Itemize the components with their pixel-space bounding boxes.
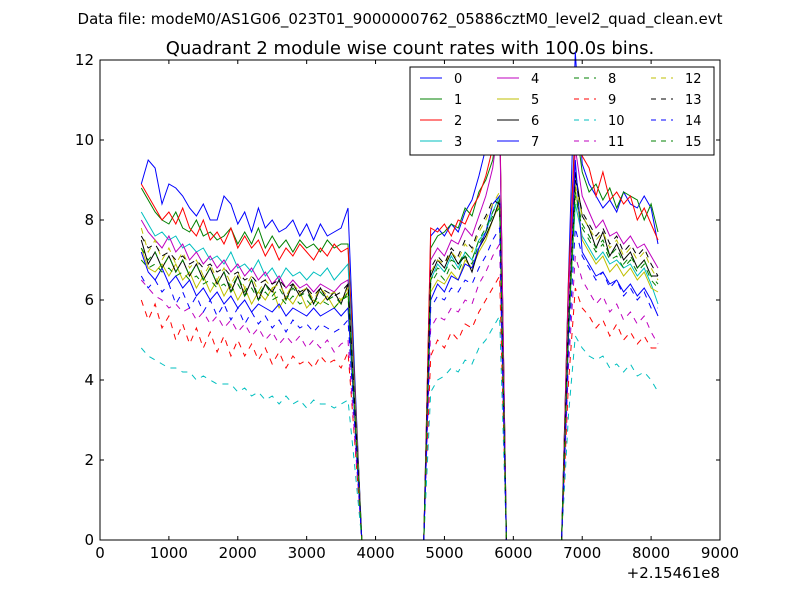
y-tick-label: 0 <box>84 531 94 549</box>
legend-label-13: 13 <box>685 93 702 108</box>
x-tick-label: 6000 <box>494 544 532 562</box>
legend-label-5: 5 <box>531 93 539 108</box>
legend-label-2: 2 <box>454 114 462 129</box>
legend-frame <box>409 66 715 156</box>
chart-title: Quadrant 2 module wise count rates with … <box>166 38 655 59</box>
legend-label-8: 8 <box>608 72 616 87</box>
y-tick-label: 12 <box>75 51 94 69</box>
x-tick-label: 9000 <box>701 544 739 562</box>
x-tick-label: 5000 <box>425 544 463 562</box>
legend-label-11: 11 <box>608 135 625 150</box>
x-tick-label: 1000 <box>150 544 188 562</box>
x-tick-label: 0 <box>95 544 105 562</box>
series-line-9 <box>140 274 658 541</box>
legend-label-10: 10 <box>608 114 625 129</box>
x-tick-label: 8000 <box>632 544 670 562</box>
legend-label-12: 12 <box>685 72 702 87</box>
series-line-10 <box>140 314 659 541</box>
y-tick-label: 10 <box>75 131 94 149</box>
legend-label-15: 15 <box>685 135 702 150</box>
legend-label-1: 1 <box>454 93 462 108</box>
legend-label-14: 14 <box>685 114 702 129</box>
axis-ticks: 0 1000 2000 3000 4000 5000 6000 7000 8000 9000 0 2 4… <box>75 51 739 562</box>
y-tick-label: 2 <box>84 451 94 469</box>
x-tick-label: 7000 <box>563 544 601 562</box>
x-tick-label: 4000 <box>356 544 394 562</box>
y-tick-label: 8 <box>84 211 94 229</box>
x-tick-label: 2000 <box>219 544 257 562</box>
series-line-11 <box>140 242 659 541</box>
legend-label-6: 6 <box>531 114 539 129</box>
x-offset-label: +2.15461e8 <box>627 564 720 582</box>
y-tick-label: 6 <box>84 291 94 309</box>
data-file-suptitle: Data file: modeM0/AS1G06_023T01_90000007… <box>78 10 723 29</box>
plot-frame <box>99 59 721 541</box>
legend-label-4: 4 <box>531 72 539 87</box>
legend-label-9: 9 <box>608 93 616 108</box>
legend-label-7: 7 <box>531 135 539 150</box>
x-tick-label: 3000 <box>288 544 326 562</box>
legend-label-0: 0 <box>454 72 462 87</box>
legend-label-3: 3 <box>454 135 462 150</box>
y-tick-label: 4 <box>84 371 94 389</box>
